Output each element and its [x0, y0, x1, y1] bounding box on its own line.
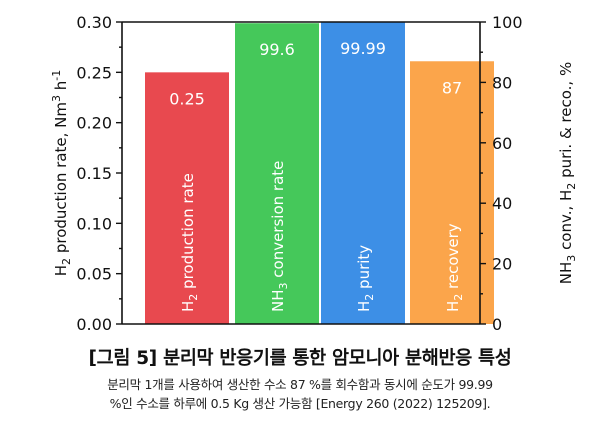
right-tick-label: 100: [492, 13, 523, 32]
left-tick-label: 0.10: [76, 214, 112, 233]
left-tick-label: 0.15: [76, 164, 112, 183]
bar-1: [145, 72, 229, 324]
left-tick-label: 0.20: [76, 114, 112, 133]
bar-3: [321, 22, 405, 324]
left-axis-ticks: 0.00 0.05 0.10 0.15 0.20 0.25 0.30: [76, 13, 122, 334]
right-tick-label: 20: [492, 255, 512, 274]
left-axis-title: H2 production rate, Nm3 h-1: [50, 70, 73, 276]
right-tick-label: 60: [492, 134, 512, 153]
right-tick-label: 0: [492, 315, 502, 334]
right-tick-label: 80: [492, 73, 512, 92]
right-axis-ticks: 0 20 40 60 80 100: [480, 13, 523, 334]
bar-2: [235, 23, 319, 324]
right-tick-label: 40: [492, 194, 512, 213]
bar-category-label-1: H2 production rate: [179, 173, 200, 312]
left-tick-label: 0.00: [76, 315, 112, 334]
bar-category-label-3: H2 purity: [355, 245, 376, 312]
figure-caption-line-2: %인 수소를 하루에 0.5 Kg 생산 가능함 [Energy 260 (20…: [109, 396, 491, 411]
bar-value-label-4: 87: [442, 78, 462, 97]
figure-caption-title: [그림 5] 분리막 반응기를 통한 암모니아 분해반응 특성: [88, 348, 512, 369]
bar-value-label-3: 99.99: [340, 39, 386, 58]
left-tick-label: 0.25: [76, 63, 112, 82]
bar-value-label-1: 0.25: [169, 89, 205, 108]
bars: 0.25 H2 production rate 99.6 NH3 conversion…: [145, 22, 494, 324]
bar-category-label-2: NH3 conversion rate: [269, 161, 290, 312]
figure-caption-line-1: 분리막 1개를 사용하여 생산한 수소 87 %를 회수함과 동시에 순도가 9…: [107, 377, 493, 392]
right-axis-title: NH3 conv., H2 puri. & reco., %: [557, 62, 578, 284]
bar-value-label-2: 99.6: [259, 40, 295, 59]
left-tick-label: 0.30: [76, 13, 112, 32]
bar-chart: 0.25 H2 production rate 99.6 NH3 conversion…: [50, 13, 578, 334]
bar-category-label-4: H2 recovery: [444, 223, 465, 312]
left-tick-label: 0.05: [76, 265, 112, 284]
